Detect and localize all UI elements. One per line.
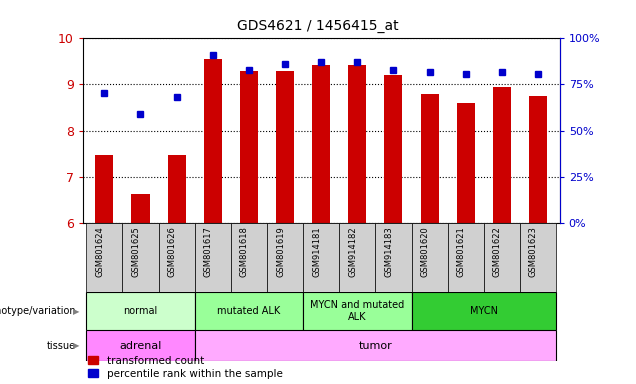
Bar [195,223,231,292]
Bar [493,87,511,223]
Bar [158,223,195,292]
Bar [520,223,556,292]
Text: GSM801626: GSM801626 [168,226,177,277]
Text: ▶: ▶ [73,306,80,316]
Bar [303,292,411,330]
Text: GSM801623: GSM801623 [529,226,538,277]
Text: GSM801619: GSM801619 [276,226,285,277]
Text: MYCN: MYCN [470,306,498,316]
Text: normal: normal [123,306,158,316]
Bar [86,330,195,361]
Text: GSM801620: GSM801620 [420,226,429,277]
Bar [420,94,439,223]
Text: GSM801622: GSM801622 [493,226,502,277]
Bar [231,223,267,292]
Text: GDS4621 / 1456415_at: GDS4621 / 1456415_at [237,19,399,33]
Bar [411,223,448,292]
Text: tissue: tissue [47,341,76,351]
Text: GSM801625: GSM801625 [132,226,141,277]
Bar [529,96,547,223]
Bar [123,223,158,292]
Bar [349,65,366,223]
Bar [240,71,258,223]
Text: genotype/variation: genotype/variation [0,306,76,316]
Bar [168,155,186,223]
Bar [95,155,113,223]
Text: mutated ALK: mutated ALK [218,306,280,316]
Bar [86,292,195,330]
Text: ▶: ▶ [73,341,80,350]
Text: tumor: tumor [359,341,392,351]
Text: GSM801621: GSM801621 [457,226,466,277]
Bar [267,223,303,292]
Bar [204,59,222,223]
Text: GSM801617: GSM801617 [204,226,213,277]
Text: GSM914182: GSM914182 [349,226,357,277]
Text: GSM914181: GSM914181 [312,226,321,277]
Text: adrenal: adrenal [120,341,162,351]
Text: GSM801618: GSM801618 [240,226,249,277]
Bar [276,71,294,223]
Bar [411,292,556,330]
Bar [312,65,330,223]
Bar [195,292,303,330]
Bar [132,194,149,223]
Text: MYCN and mutated
ALK: MYCN and mutated ALK [310,300,404,322]
Bar [375,223,411,292]
Bar [303,223,339,292]
Text: GSM801624: GSM801624 [95,226,104,277]
Bar [448,223,484,292]
Text: GSM914183: GSM914183 [384,226,394,277]
Bar [86,223,123,292]
Bar [384,75,403,223]
Bar [339,223,375,292]
Bar [457,103,474,223]
Bar [484,223,520,292]
Bar [195,330,556,361]
Legend: transformed count, percentile rank within the sample: transformed count, percentile rank withi… [88,356,282,379]
